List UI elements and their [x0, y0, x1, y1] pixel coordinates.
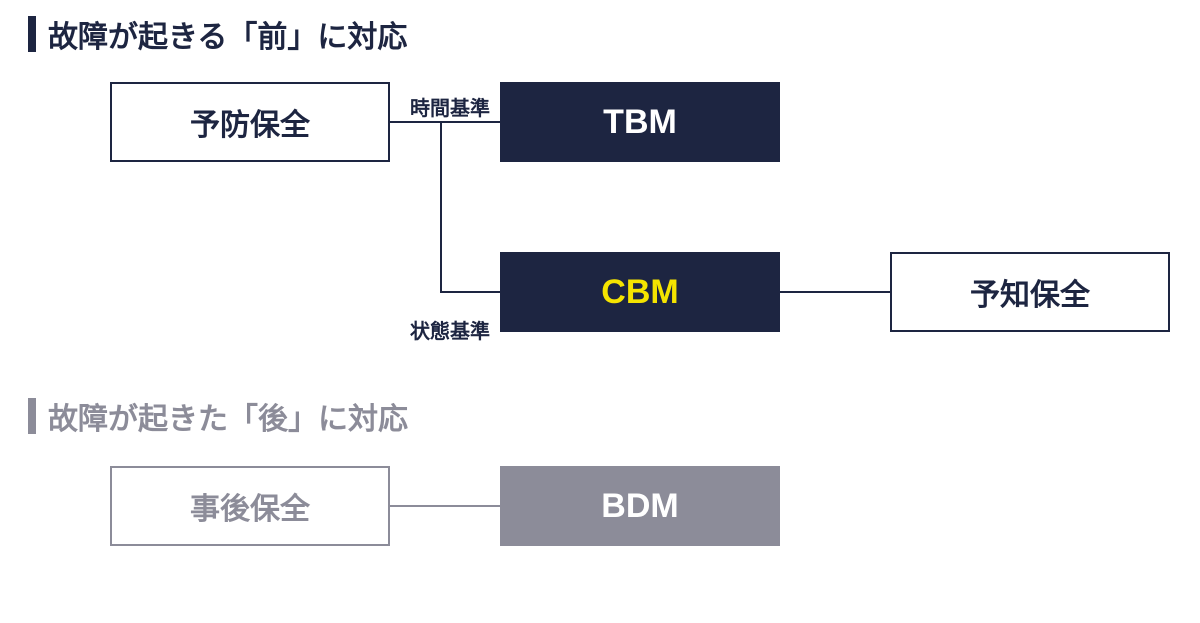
heading-bar-after: [28, 398, 36, 434]
node-tbm-label: TBM: [603, 103, 677, 142]
connector-branch-to-cbm: [440, 291, 500, 293]
node-bdm-label: BDM: [601, 487, 678, 526]
node-bdm: BDM: [500, 466, 780, 546]
node-tbm: TBM: [500, 82, 780, 162]
connector-cbm-to-predictive: [780, 291, 890, 293]
node-cbm-label: CBM: [601, 273, 678, 312]
node-cbm: CBM: [500, 252, 780, 332]
node-predictive-label: 予知保全: [970, 270, 1090, 314]
edge-label-time-based-text: 時間基準: [410, 98, 490, 120]
node-corrective-label: 事後保全: [190, 484, 310, 528]
edge-label-condition-based-text: 状態基準: [410, 321, 490, 343]
heading-after: 故障が起きた「後」に対応: [28, 394, 408, 438]
heading-bar-before: [28, 16, 36, 52]
node-predictive: 予知保全: [890, 252, 1170, 332]
node-preventive-label: 予防保全: [190, 100, 310, 144]
connector-branch-vertical: [440, 121, 442, 293]
node-corrective: 事後保全: [110, 466, 390, 546]
connector-prev-to-tbm: [390, 121, 500, 123]
edge-label-time-based: 時間基準: [410, 92, 490, 121]
node-preventive: 予防保全: [110, 82, 390, 162]
heading-after-text: 故障が起きた「後」に対応: [48, 394, 408, 438]
heading-before-text: 故障が起きる「前」に対応: [48, 12, 407, 56]
connector-corrective-to-bdm: [390, 505, 500, 507]
edge-label-condition-based: 状態基準: [410, 315, 490, 344]
heading-before: 故障が起きる「前」に対応: [28, 12, 407, 56]
